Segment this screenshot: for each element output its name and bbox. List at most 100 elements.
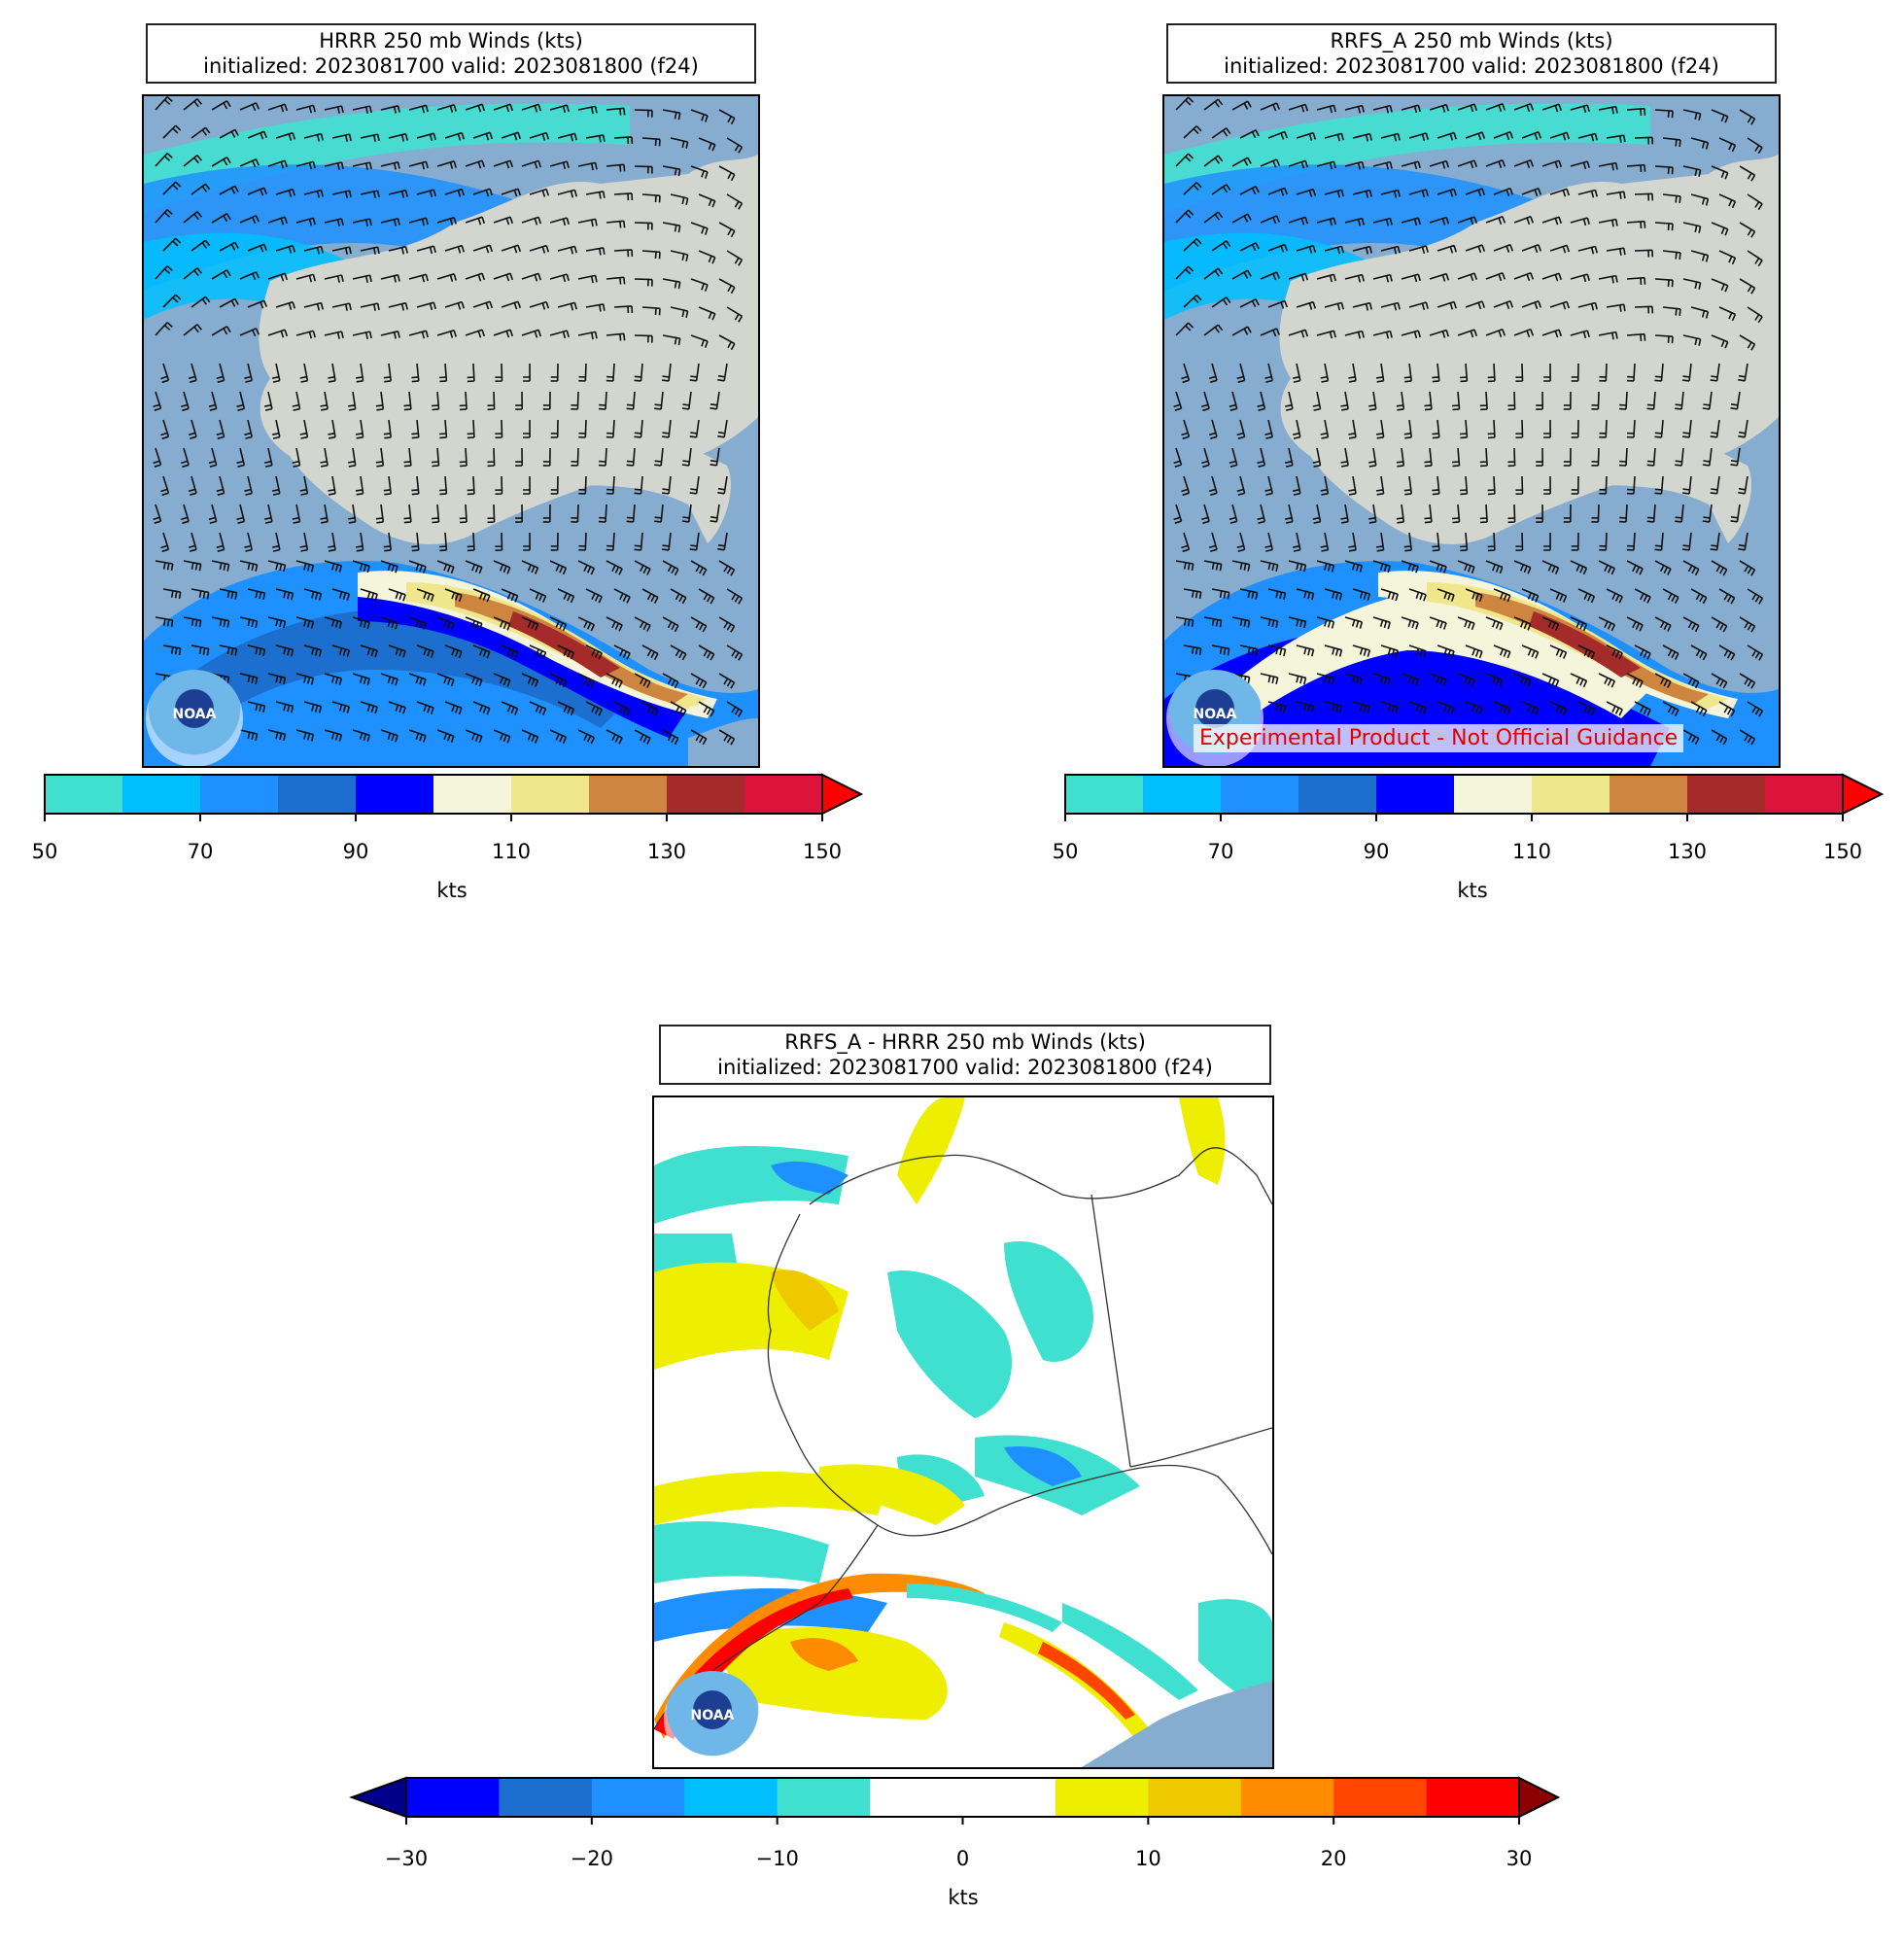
wind-barb [1260,158,1281,168]
wind-barb [549,560,568,575]
wind-barb [1662,588,1679,604]
wind-barb [403,391,412,411]
wind-barb [1429,272,1450,282]
wind-barb [155,560,174,572]
wind-barb [521,673,539,687]
wind-barb [1396,504,1405,524]
diff-colorbar-color-segment [1333,1778,1428,1817]
wind-barb [328,532,336,552]
wind-barb [1521,300,1542,310]
wind-barb [1285,447,1294,468]
rrfs-colorbar-color-segment [1610,775,1688,814]
wind-barb [360,302,380,311]
wind-barb [641,306,661,316]
wind-barb [549,217,570,226]
wind-barb [690,222,709,235]
wind-barb [1521,131,1542,141]
hrrr-colorbar-tick-label: 90 [342,840,369,863]
wind-barb [1457,159,1478,169]
wind-barb [515,504,523,523]
rrfs-colorbar-color-segment [1687,775,1766,814]
wind-barb [331,190,352,198]
wind-barb [472,188,494,197]
wind-barb [577,330,598,340]
wind-barb [1403,419,1412,439]
wind-barb [1380,588,1399,602]
wind-barb [1485,560,1504,574]
wind-barb [681,447,692,467]
rrfs-title-line2: initialized: 2023081700 valid: 202308180… [1224,54,1719,78]
wind-barb [1577,189,1598,198]
hrrr-colorbar-color-segment [511,775,590,814]
diff-colorbar-color-segment [1148,1778,1242,1817]
wind-barb [247,701,266,713]
wind-barb [465,329,486,338]
wind-barb [183,155,203,167]
wind-barb [436,673,455,687]
wind-barb [726,306,744,323]
wind-barb [718,334,736,351]
wind-barb [1606,303,1626,312]
wind-barb [1738,363,1748,382]
wind-barb [1267,588,1287,601]
wind-barb [542,391,551,410]
wind-barb [299,363,309,383]
diff-colorbar-color-segment [962,1778,1056,1817]
wind-barb [331,644,351,657]
wind-barb [459,504,467,524]
wind-barb [1730,391,1741,410]
wind-barb [1344,616,1364,629]
rrfs-colorbar-tick-label: 110 [1511,840,1552,863]
wind-barb [380,560,398,574]
wind-barb [1401,673,1419,686]
rrfs-colorbar-tick-label: 90 [1363,840,1390,863]
wind-barb [1432,363,1440,383]
diff-colorbar-color-segment [591,1778,685,1817]
wind-barb [1352,301,1372,311]
wind-barb [1626,107,1646,117]
diff-title: RRFS_A - HRRR 250 mb Winds (kts) initial… [659,1025,1271,1085]
wind-barb [1493,588,1511,603]
wind-barb [1231,326,1252,336]
wind-barb [1541,159,1563,169]
wind-barb [1452,391,1461,411]
wind-barb [1175,616,1194,628]
wind-barb [295,560,315,573]
rrfs-title-line1: RRFS_A 250 mb Winds (kts) [1330,29,1613,52]
wind-barb [1288,560,1307,573]
wind-barb [1738,419,1748,438]
wind-barb [606,475,615,495]
hrrr-colorbar-tick-label: 70 [187,840,214,863]
wind-barb [436,273,457,282]
wind-barb [352,274,372,283]
wind-barb [352,616,370,630]
wind-barb [1634,701,1651,716]
wind-barb [1662,306,1681,316]
wind-barb [264,391,273,411]
wind-barb [1175,209,1194,224]
wind-barb [219,241,239,252]
wind-barb [1711,560,1728,576]
wind-barb [1173,391,1183,411]
wind-barb [529,244,550,254]
wind-barb [188,363,197,383]
wind-barb [1718,250,1737,265]
wind-barb [1591,504,1600,523]
wind-barb [1267,701,1287,713]
wind-barb [717,475,728,495]
wind-barb [585,191,606,199]
wind-barb [1231,213,1252,224]
wind-barb [585,303,606,312]
wind-barb [1181,419,1191,440]
wind-barb [1662,193,1681,203]
wind-barb [299,419,309,439]
wind-barb [1543,363,1551,382]
wind-barb [1208,475,1218,496]
wind-barb [550,532,559,551]
wind-barb [439,532,448,552]
wind-barb [292,504,301,524]
wind-barb [1203,324,1224,336]
wind-barb [523,475,531,495]
wind-barb [1175,96,1194,111]
wind-barb [1479,391,1488,411]
